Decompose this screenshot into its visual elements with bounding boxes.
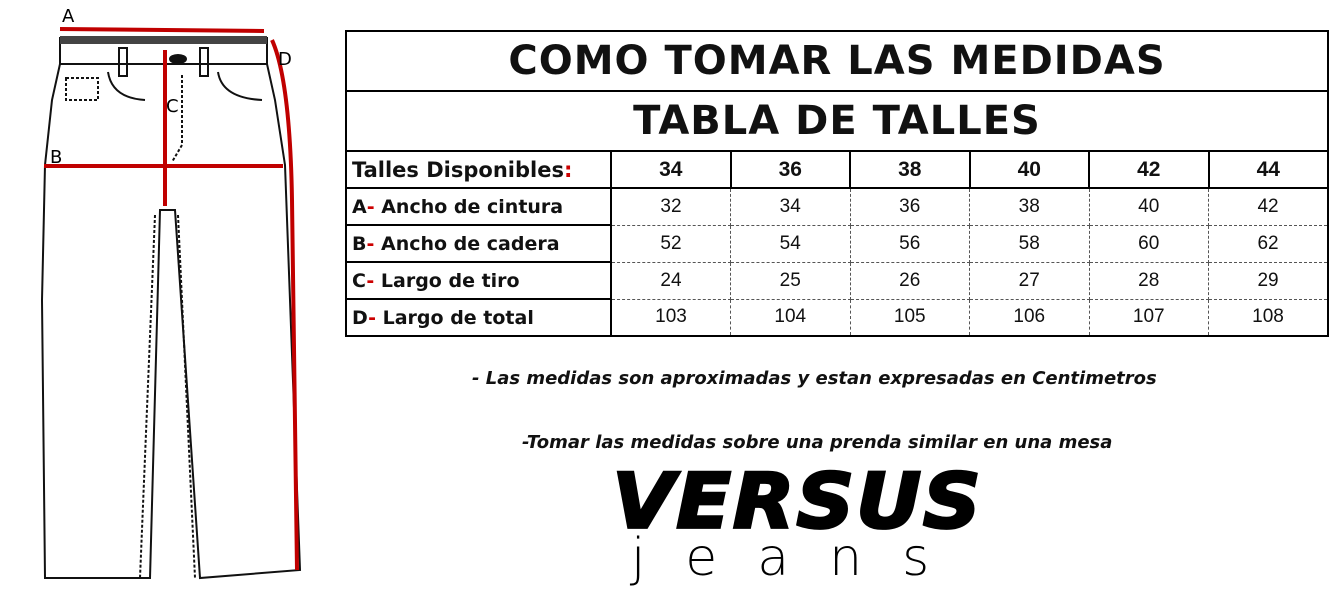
cell: 58	[969, 224, 1090, 263]
jeans-outline	[40, 37, 302, 580]
brand-logo-sub: jeans	[630, 528, 970, 588]
cell: 40	[1088, 187, 1209, 226]
cell: 42	[1208, 187, 1330, 226]
cell: 106	[969, 298, 1090, 337]
row-label: D- Largo de total	[345, 298, 612, 337]
cell: 60	[1088, 224, 1209, 263]
cell: 27	[969, 261, 1090, 300]
sizes-header-row: Talles Disponibles: 34 36 38 40 42 44	[345, 150, 1330, 189]
cell: 29	[1208, 261, 1330, 300]
cell: 26	[849, 261, 970, 300]
cell: 103	[610, 298, 731, 337]
waistband	[60, 36, 267, 44]
cell: 34	[730, 187, 851, 226]
cell: 104	[730, 298, 851, 337]
header-label: Talles Disponibles:	[345, 150, 612, 189]
label-d: D	[278, 49, 292, 70]
label-a: A	[62, 6, 75, 27]
cell: 36	[849, 187, 970, 226]
row-label: A- Ancho de cintura	[345, 187, 612, 226]
cell: 56	[849, 224, 970, 263]
size-header: 42	[1088, 150, 1210, 189]
cell: 38	[969, 187, 1090, 226]
size-header: 36	[729, 150, 851, 189]
brand-logo: VERSUS	[611, 456, 983, 547]
table-title: COMO TOMAR LAS MEDIDAS	[344, 30, 1330, 92]
table-row: B- Ancho de cadera 52 54 56 58 60 62	[345, 224, 1330, 263]
table-row: C- Largo de tiro 24 25 26 27 28 29	[345, 261, 1330, 300]
cell: 32	[610, 187, 731, 226]
table-row: D- Largo de total 103 104 105 106 107 10…	[345, 298, 1330, 337]
jeans-measurement-diagram: A B C D	[40, 6, 302, 580]
size-header: 34	[610, 150, 732, 189]
table-subtitle: TABLA DE TALLES	[344, 90, 1330, 152]
cell: 52	[610, 224, 731, 263]
cell: 108	[1208, 298, 1330, 337]
cell: 62	[1208, 224, 1330, 263]
size-header: 38	[849, 150, 971, 189]
label-c: C	[166, 96, 179, 117]
cell: 105	[849, 298, 970, 337]
size-table: COMO TOMAR LAS MEDIDAS TABLA DE TALLES T…	[344, 30, 1330, 337]
cell: 24	[610, 261, 731, 300]
cell: 54	[730, 224, 851, 263]
table-row: A- Ancho de cintura 32 34 36 38 40 42	[345, 187, 1330, 226]
cell: 28	[1088, 261, 1209, 300]
label-b: B	[50, 147, 62, 168]
cell: 25	[730, 261, 851, 300]
measurement-lines	[44, 27, 299, 571]
line-d	[270, 39, 299, 571]
line-a	[59, 27, 265, 33]
size-header: 40	[968, 150, 1090, 189]
cell: 107	[1088, 298, 1209, 337]
note-measure-on-table: -Tomar las medidas sobre una prenda simi…	[522, 432, 1113, 453]
row-label: C- Largo de tiro	[345, 261, 612, 300]
size-header: 44	[1207, 150, 1330, 189]
row-label: B- Ancho de cadera	[345, 224, 612, 263]
note-measurements-approximate: - Las medidas son aproximadas y estan ex…	[472, 368, 1157, 389]
